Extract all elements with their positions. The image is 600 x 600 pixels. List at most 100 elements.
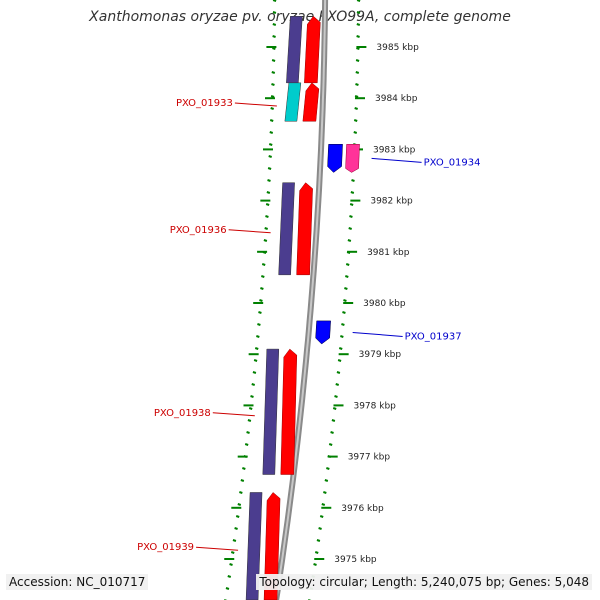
minor-tick bbox=[335, 383, 340, 386]
minor-tick bbox=[271, 59, 276, 62]
minor-tick bbox=[345, 263, 350, 266]
minor-tick bbox=[314, 551, 319, 554]
backbone bbox=[273, 0, 329, 600]
minor-tick bbox=[343, 299, 347, 302]
minor-tick bbox=[355, 83, 359, 86]
label-leader bbox=[234, 102, 277, 107]
minor-tick bbox=[234, 527, 238, 530]
feature-label: PXO_01938 bbox=[154, 408, 211, 419]
cds-feature bbox=[280, 348, 298, 475]
minor-tick bbox=[235, 515, 240, 518]
label-leader bbox=[352, 331, 403, 337]
minor-tick bbox=[267, 179, 271, 182]
minor-tick bbox=[353, 131, 358, 134]
minor-tick bbox=[350, 191, 355, 194]
minor-tick bbox=[271, 83, 275, 86]
minor-tick bbox=[345, 275, 349, 278]
scale-ticks: 3985 kbp 3984 kbp 3983 kbp 3982 kbp 3981 kbp… bbox=[224, 0, 419, 600]
tick-label: 3979 kbp bbox=[359, 350, 402, 360]
minor-tick bbox=[356, 47, 360, 50]
minor-tick bbox=[316, 539, 321, 542]
minor-tick bbox=[341, 323, 345, 326]
tick-label: 3981 kbp bbox=[367, 248, 410, 258]
minor-tick bbox=[267, 167, 272, 170]
minor-tick bbox=[266, 191, 271, 194]
feature-labels: PXO_01933 PXO_01934 PXO_01936 PXO_01937 PXO_… bbox=[137, 98, 480, 553]
cds-feature bbox=[296, 182, 313, 276]
accession-label: Accession: NC_010717 bbox=[6, 574, 149, 590]
minor-tick bbox=[268, 155, 273, 158]
minor-tick bbox=[344, 287, 348, 290]
minor-tick bbox=[269, 131, 274, 134]
tick-label: 3977 kbp bbox=[348, 453, 391, 463]
topology-label: Topology: circular; Length: 5,240,075 bp… bbox=[256, 574, 592, 590]
minor-tick bbox=[229, 563, 233, 566]
minor-tick bbox=[356, 11, 361, 14]
minor-tick bbox=[225, 587, 230, 590]
tick-label: 3982 kbp bbox=[370, 197, 413, 207]
minor-tick bbox=[227, 575, 232, 578]
minor-tick bbox=[260, 287, 264, 290]
minor-tick bbox=[356, 0, 361, 2]
backbone-highlight bbox=[275, 0, 327, 600]
label-leader bbox=[212, 412, 255, 417]
tick-label: 3983 kbp bbox=[373, 145, 416, 155]
minor-tick bbox=[259, 299, 263, 302]
minor-tick bbox=[272, 35, 276, 38]
minor-tick bbox=[247, 419, 252, 422]
gene-feature-reverse bbox=[327, 144, 343, 173]
minor-tick bbox=[313, 563, 317, 566]
minor-tick bbox=[351, 179, 355, 182]
tick-label: 3980 kbp bbox=[363, 299, 406, 309]
minor-tick bbox=[338, 347, 343, 350]
minor-tick bbox=[331, 419, 336, 422]
cds-feature bbox=[302, 82, 320, 122]
minor-tick bbox=[270, 107, 274, 110]
minor-tick bbox=[272, 47, 276, 50]
rna-feature bbox=[284, 82, 302, 122]
tick-label: 3976 kbp bbox=[341, 504, 384, 514]
tick-label: 3978 kbp bbox=[353, 401, 396, 411]
gene-feature bbox=[286, 16, 303, 84]
minor-tick bbox=[246, 431, 250, 434]
minor-tick bbox=[264, 227, 268, 230]
minor-tick bbox=[321, 503, 326, 506]
minor-tick bbox=[242, 467, 246, 470]
tick-label: 3985 kbp bbox=[376, 43, 419, 53]
minor-tick bbox=[261, 263, 266, 266]
minor-tick bbox=[252, 371, 257, 374]
minor-tick bbox=[340, 335, 344, 338]
minor-tick bbox=[355, 71, 360, 74]
minor-tick bbox=[251, 383, 256, 386]
minor-tick bbox=[253, 359, 258, 362]
tick-label: 3975 kbp bbox=[334, 555, 377, 565]
minor-tick bbox=[248, 407, 253, 410]
minor-tick bbox=[342, 311, 346, 314]
feature-label: PXO_01936 bbox=[170, 225, 227, 236]
feature-label: PXO_01939 bbox=[137, 542, 194, 553]
minor-tick bbox=[261, 275, 265, 278]
minor-tick bbox=[268, 143, 273, 146]
minor-tick bbox=[334, 395, 338, 398]
cds-feature-reverse bbox=[345, 144, 360, 173]
minor-tick bbox=[272, 11, 277, 14]
minor-tick bbox=[269, 119, 274, 122]
feature-label: PXO_01933 bbox=[176, 98, 233, 109]
feature-label: PXO_01934 bbox=[424, 157, 481, 168]
minor-tick bbox=[348, 227, 352, 230]
minor-tick bbox=[354, 107, 358, 110]
minor-tick bbox=[254, 347, 259, 350]
minor-tick bbox=[337, 359, 342, 362]
minor-tick bbox=[336, 371, 341, 374]
minor-tick bbox=[326, 467, 330, 470]
minor-tick bbox=[237, 503, 242, 506]
minor-tick bbox=[353, 119, 358, 122]
minor-tick bbox=[324, 479, 329, 482]
minor-tick bbox=[318, 527, 322, 530]
gene-feature-reverse bbox=[315, 320, 331, 345]
minor-tick bbox=[257, 323, 261, 326]
minor-tick bbox=[355, 59, 360, 62]
minor-tick bbox=[349, 215, 353, 218]
minor-tick bbox=[270, 95, 275, 98]
